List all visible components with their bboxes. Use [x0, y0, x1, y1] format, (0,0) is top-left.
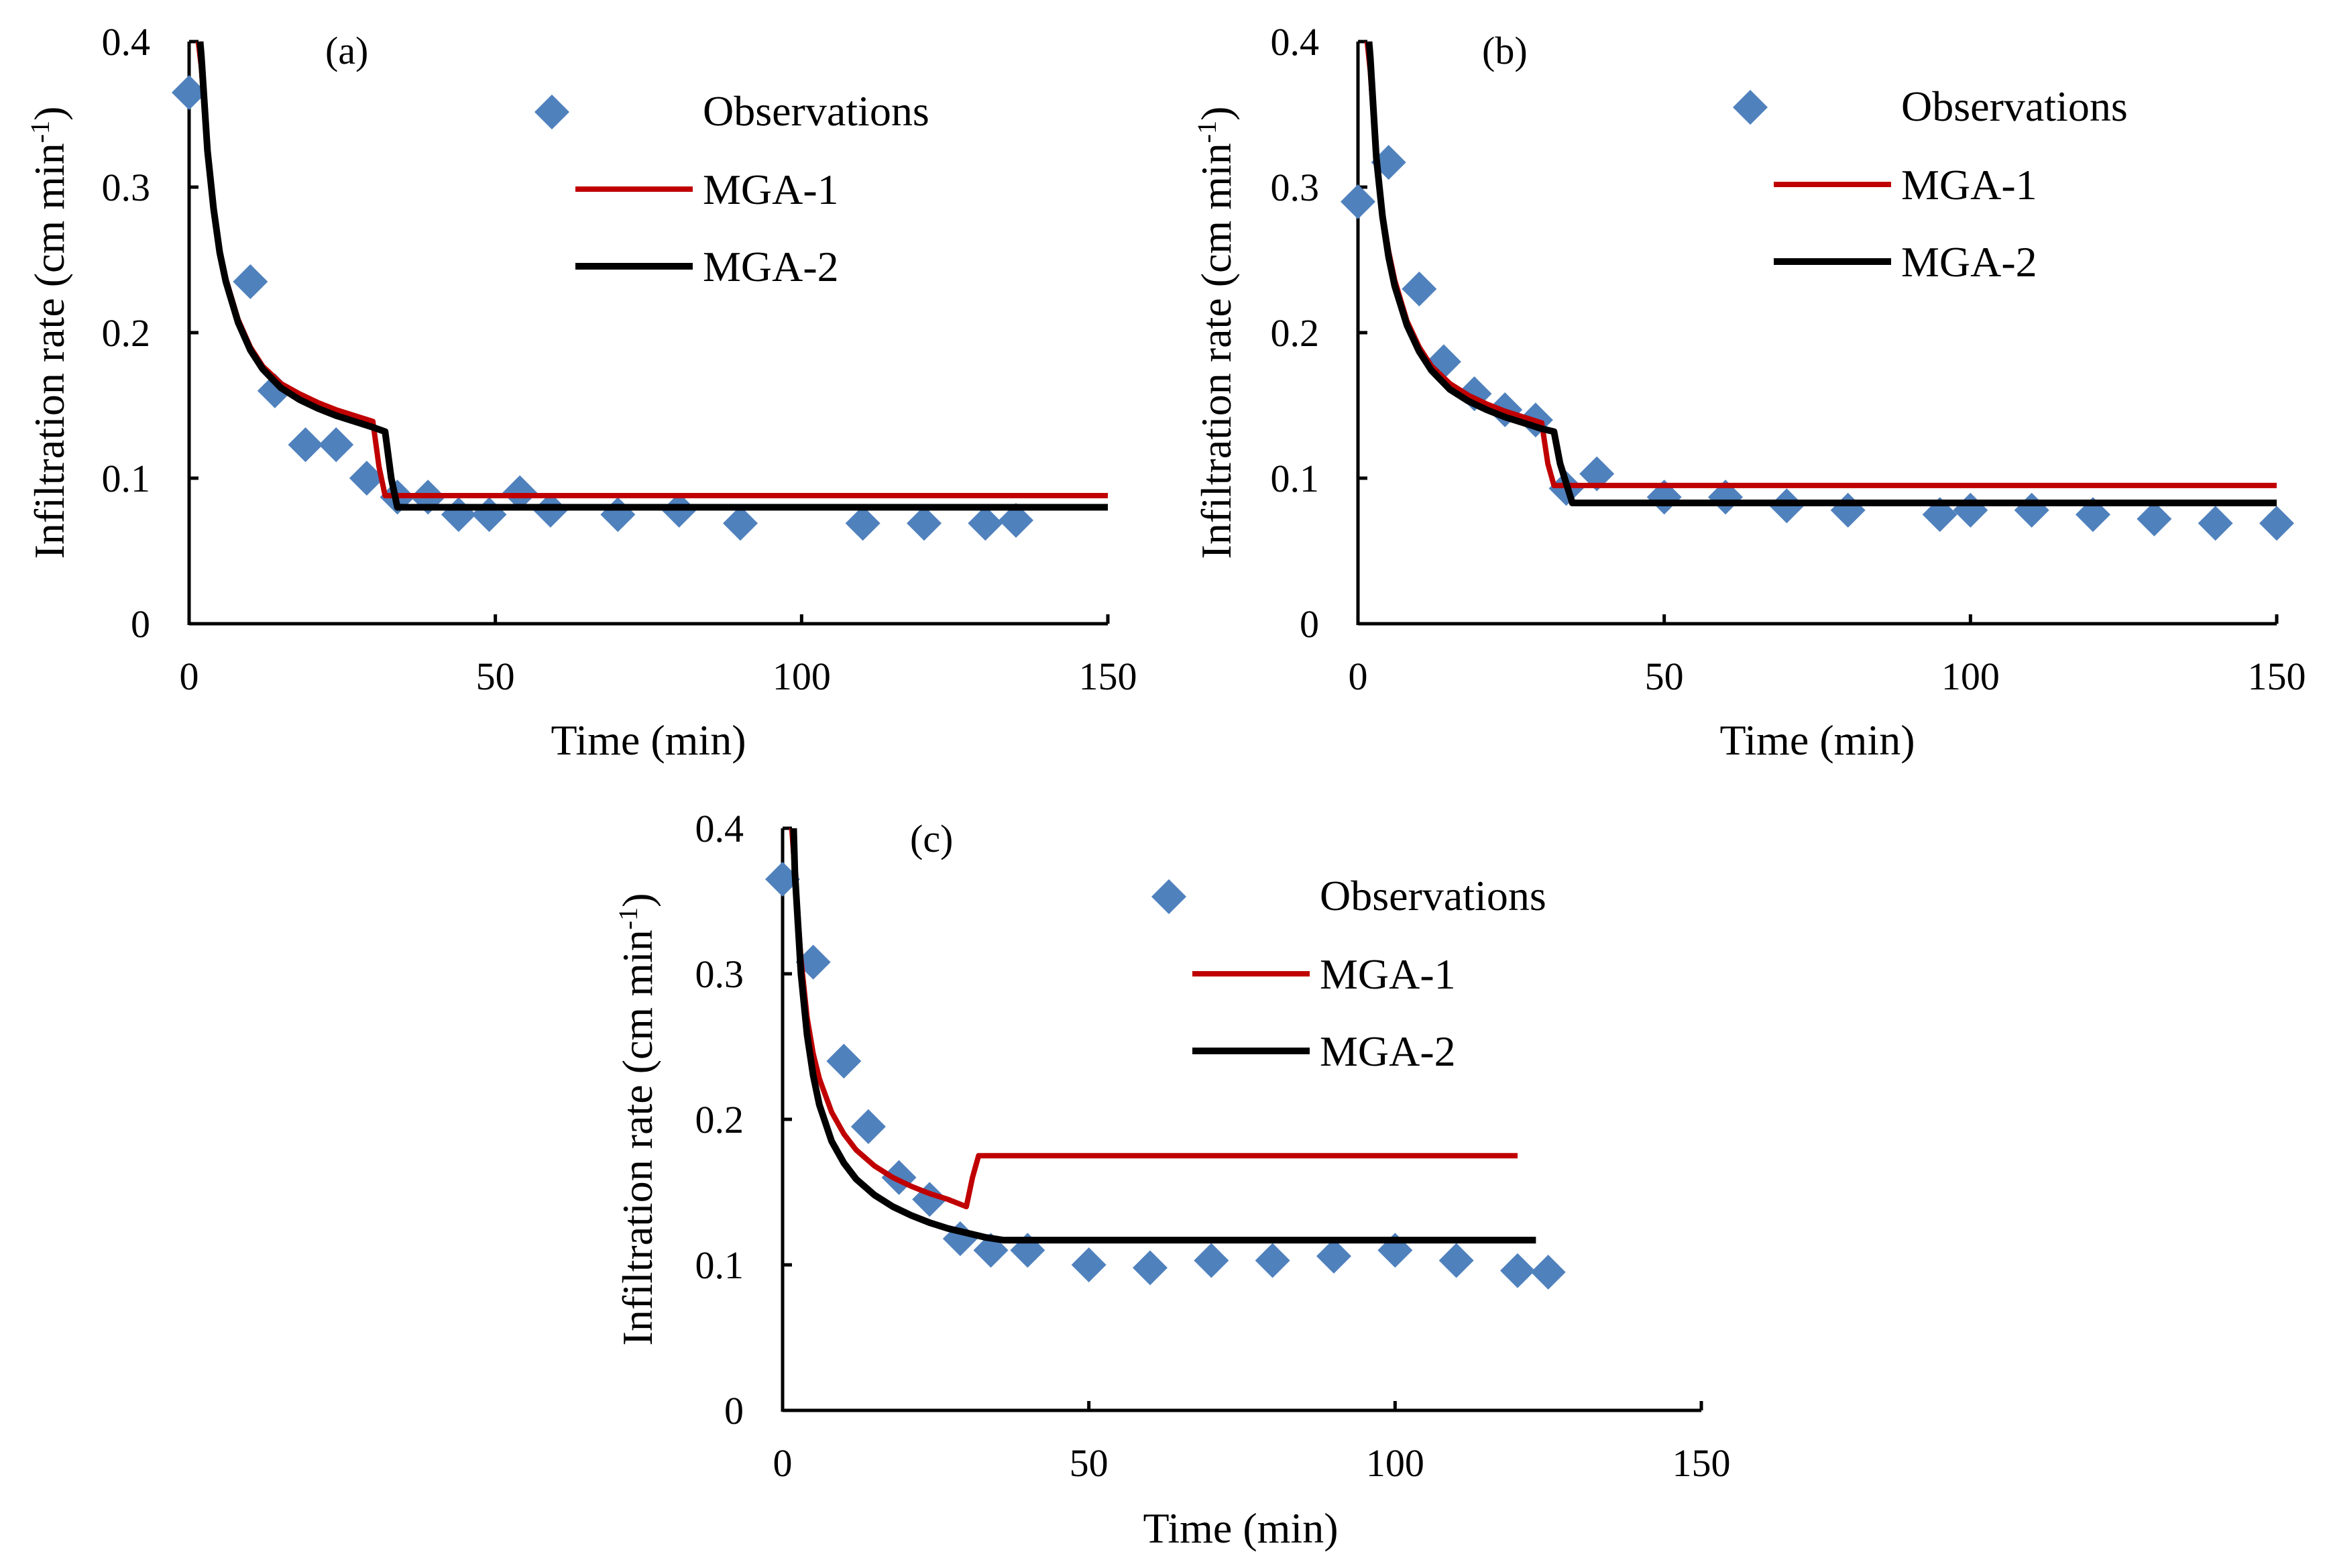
observation-point — [1579, 456, 1615, 492]
x-axis-label: Time (min) — [1720, 716, 1915, 764]
y-tick-label: 0.1 — [695, 1243, 744, 1287]
y-tick-label: 0.4 — [102, 20, 151, 64]
observation-point — [319, 427, 354, 463]
panel-label: (c) — [910, 817, 953, 860]
x-tick-label: 100 — [1941, 655, 2000, 698]
observation-point — [850, 1109, 886, 1144]
y-tick-label: 0.4 — [1271, 20, 1320, 64]
legend-mga1-label: MGA-1 — [1320, 950, 1456, 998]
observation-point — [2137, 501, 2172, 537]
x-tick-label: 50 — [1645, 655, 1684, 698]
y-tick-label: 0.3 — [1271, 166, 1320, 209]
observation-point — [845, 506, 881, 541]
panel-b: (b) 0 50 100 150 0 0.1 0.2 0.3 0.4 Time (min) Infi… — [1192, 20, 2306, 764]
y-tick-label: 0 — [131, 602, 150, 646]
observation-point — [1953, 492, 1988, 528]
observation-point — [2259, 506, 2294, 541]
observation-point — [765, 861, 800, 897]
observation-point — [349, 461, 384, 496]
legend-mga2-label: MGA-2 — [1901, 238, 2037, 286]
observation-point — [1500, 1253, 1535, 1288]
observation-point — [1438, 1243, 1474, 1278]
y-tick-label: 0.2 — [102, 311, 151, 355]
observation-point — [1071, 1247, 1106, 1282]
x-tick-label: 50 — [476, 655, 515, 698]
observation-point — [1341, 184, 1375, 219]
observation-point — [600, 497, 636, 533]
observation-point — [968, 506, 1003, 541]
observation-point — [999, 502, 1033, 538]
panel-a: (a) 0 50 100 150 0 0.1 0.2 0.3 0.4 Time (min) Infi… — [25, 20, 1137, 764]
y-axis-label: Infiltration rate (cm min-1) — [1192, 107, 1241, 559]
observation-point — [2014, 492, 2049, 528]
mga2-line — [790, 828, 1536, 1244]
legend-observations-label: Observations — [1320, 872, 1546, 919]
legend-observations-marker — [534, 95, 569, 129]
observation-point — [441, 497, 476, 533]
legend-mga1-label: MGA-1 — [703, 166, 839, 213]
observation-point — [288, 427, 323, 463]
observation-point — [1530, 1254, 1566, 1290]
y-tick-label: 0.4 — [695, 807, 744, 850]
observation-point — [1316, 1238, 1351, 1274]
legend-observations-label: Observations — [703, 87, 929, 135]
x-tick-label: 0 — [1349, 655, 1368, 698]
observation-point — [1830, 492, 1866, 528]
legend-observations-marker — [1733, 90, 1768, 125]
y-tick-label: 0 — [724, 1389, 744, 1433]
x-tick-label: 0 — [180, 655, 199, 698]
y-tick-label: 0.2 — [695, 1098, 744, 1141]
panel-label: (b) — [1482, 29, 1528, 72]
observation-point — [172, 74, 207, 110]
x-tick-label: 0 — [773, 1441, 793, 1485]
observation-point — [907, 506, 942, 541]
y-tick-label: 0.1 — [102, 457, 151, 500]
y-tick-label: 0 — [1300, 602, 1319, 646]
x-tick-label: 150 — [1672, 1441, 1731, 1485]
y-axis-label: Infiltration rate (cm min-1) — [25, 107, 74, 559]
observation-point — [1255, 1243, 1290, 1278]
y-tick-label: 0.3 — [102, 166, 151, 209]
legend-mga2-label: MGA-2 — [1320, 1027, 1456, 1075]
observation-point — [723, 506, 758, 541]
legend-observations-marker — [1151, 879, 1186, 914]
observations-series — [765, 861, 1566, 1290]
mga2-line — [196, 41, 1108, 511]
y-tick-label: 0.2 — [1271, 311, 1320, 355]
observation-point — [1402, 271, 1437, 306]
y-axis-label: Infiltration rate (cm min-1) — [613, 893, 662, 1346]
legend-mga1-label: MGA-1 — [1901, 161, 2037, 209]
y-tick-label: 0.3 — [695, 952, 744, 996]
observation-point — [826, 1044, 862, 1079]
x-tick-label: 100 — [1366, 1441, 1424, 1485]
observation-point — [1133, 1250, 1168, 1286]
x-tick-label: 150 — [1079, 655, 1137, 698]
observation-point — [1194, 1243, 1229, 1278]
x-axis-label: Time (min) — [551, 716, 746, 764]
x-tick-label: 100 — [773, 655, 831, 698]
observation-point — [2198, 506, 2233, 541]
legend-observations-label: Observations — [1901, 82, 2128, 130]
mga2-line — [1365, 41, 2277, 506]
legend-mga2-label: MGA-2 — [703, 243, 839, 290]
observation-point — [502, 475, 538, 510]
panel-label: (a) — [325, 29, 368, 72]
observations-series — [172, 74, 1033, 541]
observation-point — [233, 264, 268, 300]
observation-point — [471, 497, 507, 533]
y-tick-label: 0.1 — [1271, 457, 1320, 500]
x-axis-label: Time (min) — [1143, 1504, 1339, 1552]
observations-series — [1341, 145, 2294, 541]
x-tick-label: 50 — [1070, 1441, 1109, 1485]
panel-c: (c) 0 50 100 150 0 0.1 0.2 0.3 0.4 Time (min) Infi… — [613, 807, 1731, 1552]
x-tick-label: 150 — [2248, 655, 2306, 698]
